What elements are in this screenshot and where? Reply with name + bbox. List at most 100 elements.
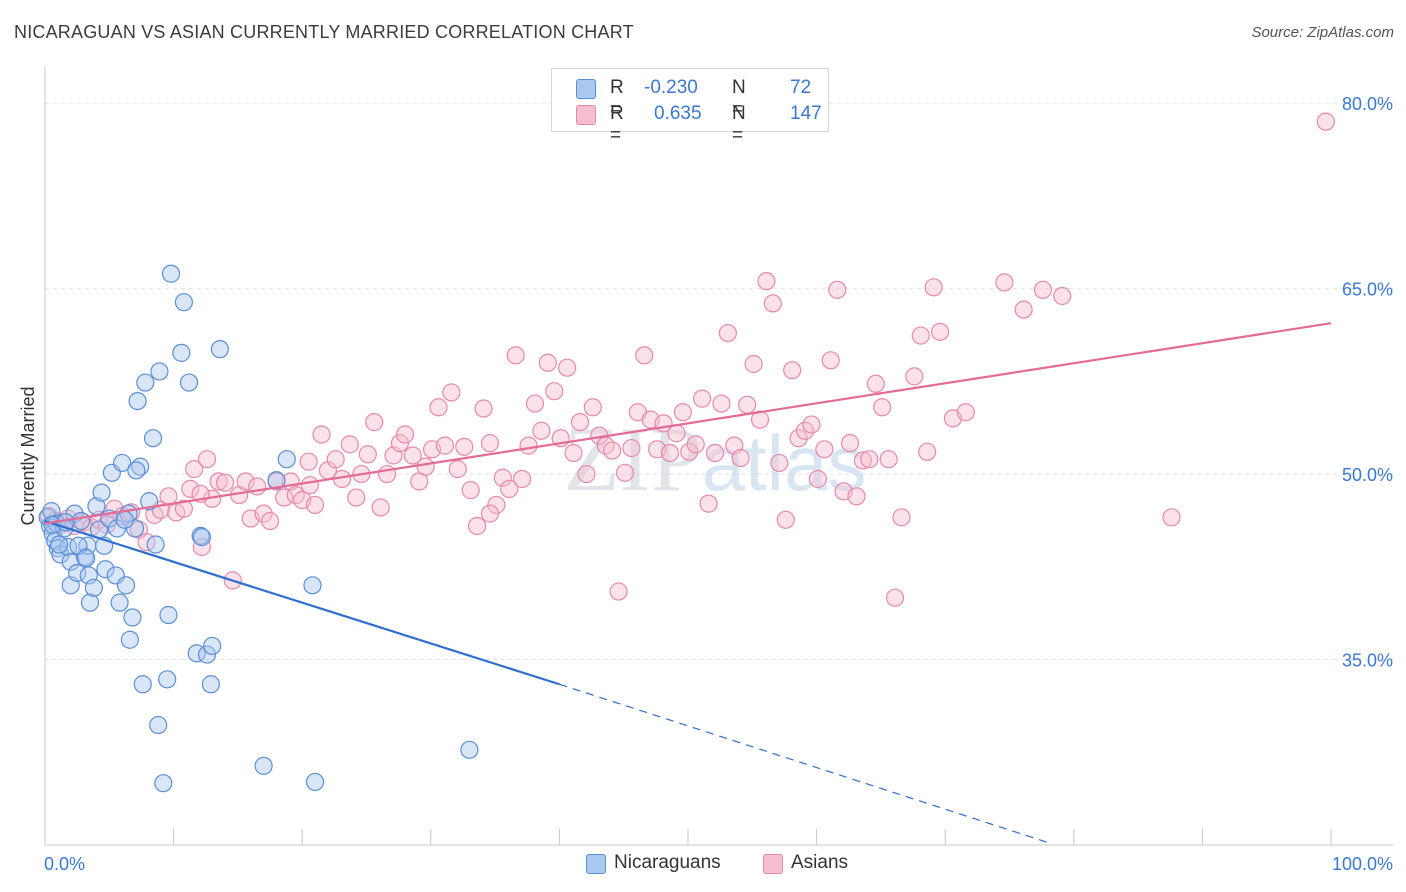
asians-point xyxy=(312,425,331,444)
source-label: Source: ZipAtlas.com xyxy=(1251,24,1394,41)
nicaraguans-point xyxy=(80,593,100,612)
nicaraguans-point xyxy=(172,343,191,362)
asians-point xyxy=(673,403,692,422)
r-label: R = xyxy=(610,77,624,120)
asians-point xyxy=(275,488,294,507)
asians-point xyxy=(260,511,280,531)
nicaraguans-point xyxy=(191,526,210,545)
asians-point xyxy=(395,425,415,444)
asians-point xyxy=(185,460,204,479)
nicaraguans-point xyxy=(143,429,163,448)
nicaraguans-trend-line xyxy=(44,519,560,686)
nicaraguans-point xyxy=(305,772,325,792)
asians-point xyxy=(783,361,802,380)
asians-point xyxy=(609,582,628,601)
asians-point xyxy=(300,476,320,495)
axis-labels: 35.0% 50.0% 65.0% 80.0% 0.0% 100.0% Currently … xyxy=(18,94,1393,874)
asians-point xyxy=(705,443,725,463)
asians-point xyxy=(918,442,937,461)
nicaraguans-point xyxy=(50,535,69,554)
asians-point xyxy=(358,445,377,464)
asians-point xyxy=(622,438,641,458)
asians-point xyxy=(340,435,359,454)
asians-point xyxy=(995,273,1014,292)
trend-lines xyxy=(44,322,1332,844)
asians-point xyxy=(538,353,557,372)
nicaraguans-point xyxy=(267,471,286,490)
nicaraguans-point xyxy=(174,293,193,312)
asians-point xyxy=(853,451,872,470)
asians-point xyxy=(930,322,950,341)
asians-point xyxy=(215,473,235,492)
asians-point xyxy=(442,383,461,402)
asians-point xyxy=(776,510,795,529)
asians-point xyxy=(738,395,757,414)
nicaraguans-point xyxy=(254,756,273,775)
asians-point xyxy=(924,278,943,297)
nicaraguans-point xyxy=(115,510,134,529)
asians-point xyxy=(480,434,500,453)
nicaraguans-point xyxy=(110,593,129,612)
n-value: 147 xyxy=(790,103,822,124)
asians-point xyxy=(532,421,551,440)
asians-point xyxy=(808,469,827,489)
nicaraguans-point xyxy=(71,511,91,531)
asians-point xyxy=(744,354,763,374)
asians-point xyxy=(815,440,834,459)
asians-point xyxy=(305,495,325,515)
asians-point xyxy=(840,434,860,453)
nicaraguans-point xyxy=(92,483,111,502)
nicaraguans-point xyxy=(120,630,139,649)
asians-point xyxy=(448,460,467,479)
asians-point xyxy=(390,434,410,453)
nicaraguans-point xyxy=(136,373,155,392)
asians-point xyxy=(892,508,911,527)
asians-point xyxy=(866,374,885,393)
asians-point xyxy=(403,446,422,465)
asians-point xyxy=(500,479,519,498)
asians-point xyxy=(635,346,654,365)
nicaraguans-point xyxy=(159,605,178,625)
nicaraguans-trend-extension xyxy=(559,683,1049,844)
asians-point xyxy=(461,481,480,500)
y-tick-label: 80.0% xyxy=(1342,94,1393,114)
asians-point xyxy=(828,280,847,299)
watermark: ZIPatlas xyxy=(564,408,867,510)
asians-point xyxy=(693,389,712,408)
asians-point xyxy=(956,403,975,422)
y-tick-label: 65.0% xyxy=(1342,280,1393,300)
asians-point xyxy=(1033,280,1053,299)
nicaraguans-point xyxy=(149,715,168,735)
asians-point xyxy=(519,436,538,455)
asians-point xyxy=(699,494,718,513)
asians-point xyxy=(802,415,821,434)
asians-point xyxy=(493,468,512,487)
nicaraguans-point xyxy=(113,453,132,473)
asians-point xyxy=(506,346,525,365)
nicaraguans-point xyxy=(133,675,152,694)
asians-point xyxy=(686,435,705,454)
asians-trend-line xyxy=(44,322,1332,525)
asians-point xyxy=(435,436,455,455)
asians-point xyxy=(236,472,255,491)
asians-point xyxy=(718,323,737,343)
asians-point xyxy=(377,464,397,484)
nicaraguans-point xyxy=(140,492,159,511)
asians-point xyxy=(1162,508,1181,527)
asians-point xyxy=(429,398,448,417)
asians-point xyxy=(299,452,318,471)
asians-point xyxy=(763,294,782,313)
asians-point xyxy=(558,358,577,377)
asians-point xyxy=(873,398,892,417)
y-tick-label: 50.0% xyxy=(1342,465,1393,485)
nicaraguans-point xyxy=(203,636,222,656)
asians-point xyxy=(525,394,545,413)
asians-point xyxy=(545,382,564,401)
nicaraguans-point xyxy=(179,373,199,392)
asians-point xyxy=(513,469,532,489)
asians-point xyxy=(821,351,840,370)
asians-point xyxy=(326,450,345,469)
pink-swatch xyxy=(576,105,596,125)
n-value: 72 xyxy=(790,77,812,98)
